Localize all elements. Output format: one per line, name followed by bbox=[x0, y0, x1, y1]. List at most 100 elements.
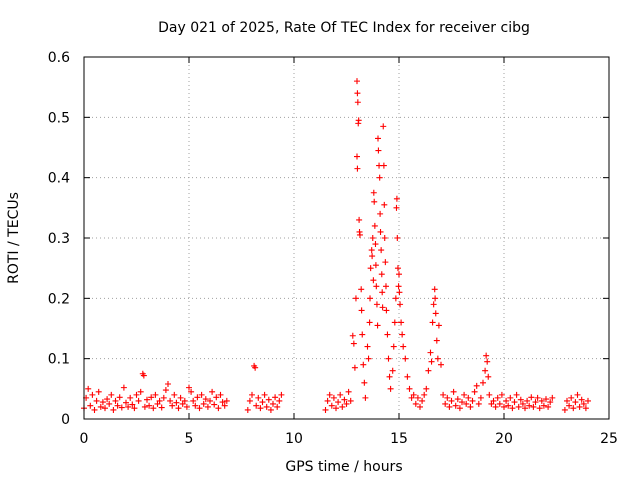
data-point bbox=[395, 283, 402, 290]
data-point bbox=[179, 400, 186, 407]
y-tick-label: 0.3 bbox=[48, 231, 70, 247]
x-tick-label: 10 bbox=[285, 431, 303, 447]
data-point bbox=[322, 406, 329, 413]
data-point bbox=[469, 397, 476, 404]
data-point bbox=[377, 228, 384, 235]
data-point bbox=[361, 379, 368, 386]
data-point bbox=[356, 216, 363, 223]
data-point bbox=[570, 405, 577, 412]
data-point bbox=[265, 396, 272, 403]
data-point bbox=[382, 259, 389, 266]
data-point bbox=[490, 397, 497, 404]
data-point bbox=[467, 403, 474, 410]
data-point bbox=[585, 397, 591, 404]
data-point bbox=[364, 343, 371, 350]
data-point bbox=[547, 399, 554, 406]
data-point bbox=[333, 405, 339, 412]
data-point bbox=[432, 310, 439, 317]
data-point bbox=[217, 391, 224, 398]
data-point bbox=[135, 397, 142, 404]
data-point bbox=[160, 394, 167, 401]
data-point bbox=[545, 403, 552, 410]
data-point bbox=[369, 253, 376, 260]
data-point bbox=[278, 391, 285, 398]
data-point bbox=[366, 319, 373, 326]
y-tick-label: 0.4 bbox=[48, 171, 70, 187]
y-tick-label: 0 bbox=[61, 412, 70, 428]
data-point bbox=[386, 373, 393, 380]
data-point bbox=[365, 355, 372, 362]
y-tick-label: 0.2 bbox=[48, 291, 70, 307]
data-point bbox=[431, 286, 438, 293]
data-point bbox=[158, 404, 165, 411]
data-point bbox=[410, 391, 417, 398]
data-point bbox=[511, 399, 518, 406]
data-point bbox=[339, 403, 346, 410]
data-point bbox=[435, 322, 442, 329]
data-point bbox=[95, 388, 102, 395]
data-point bbox=[162, 387, 169, 394]
data-point bbox=[528, 394, 535, 401]
plot-frame bbox=[83, 56, 610, 420]
data-point bbox=[390, 343, 397, 350]
data-point bbox=[354, 165, 361, 172]
data-point bbox=[396, 271, 402, 278]
data-point bbox=[177, 394, 184, 401]
data-point bbox=[252, 364, 259, 371]
data-point bbox=[192, 402, 199, 409]
data-point bbox=[398, 319, 405, 326]
data-point bbox=[350, 340, 357, 347]
data-point bbox=[429, 319, 436, 326]
data-point bbox=[362, 394, 369, 401]
data-point bbox=[359, 331, 366, 338]
data-point bbox=[255, 394, 262, 401]
data-point bbox=[116, 394, 123, 401]
data-point bbox=[373, 283, 380, 290]
data-point bbox=[204, 403, 211, 410]
data-point bbox=[438, 361, 444, 368]
data-point bbox=[397, 301, 404, 308]
data-point bbox=[475, 400, 482, 407]
data-point bbox=[370, 277, 377, 284]
data-point bbox=[382, 283, 389, 290]
data-point bbox=[393, 195, 400, 202]
x-tick-label: 0 bbox=[80, 431, 89, 447]
data-point bbox=[165, 381, 171, 388]
data-point bbox=[576, 403, 583, 410]
data-point bbox=[377, 210, 384, 217]
data-point bbox=[423, 385, 430, 392]
data-point bbox=[270, 400, 276, 407]
data-point bbox=[480, 379, 486, 386]
data-point bbox=[207, 397, 213, 404]
data-point bbox=[394, 235, 401, 241]
data-point bbox=[482, 367, 489, 374]
data-point bbox=[496, 400, 503, 407]
data-point bbox=[97, 403, 104, 410]
data-point bbox=[384, 331, 391, 338]
data-point bbox=[221, 402, 228, 409]
data-point bbox=[421, 391, 428, 398]
data-point bbox=[530, 403, 537, 410]
data-point bbox=[259, 399, 266, 406]
data-point bbox=[503, 397, 510, 404]
data-point bbox=[367, 265, 374, 272]
data-point bbox=[399, 331, 406, 338]
data-point bbox=[215, 405, 222, 412]
data-point bbox=[131, 405, 138, 412]
data-point bbox=[543, 396, 549, 403]
chart-title: Day 021 of 2025, Rate Of TEC Index for r… bbox=[158, 20, 530, 36]
data-point bbox=[380, 162, 387, 169]
data-point bbox=[526, 402, 533, 409]
data-point bbox=[387, 385, 394, 392]
data-point bbox=[402, 355, 409, 362]
data-point bbox=[461, 391, 468, 398]
data-point bbox=[380, 123, 387, 130]
data-point bbox=[463, 400, 470, 407]
data-point bbox=[492, 403, 499, 410]
data-point bbox=[515, 403, 522, 410]
data-point bbox=[171, 391, 178, 398]
data-point bbox=[540, 402, 547, 409]
data-point bbox=[534, 394, 541, 401]
data-point bbox=[522, 405, 528, 412]
